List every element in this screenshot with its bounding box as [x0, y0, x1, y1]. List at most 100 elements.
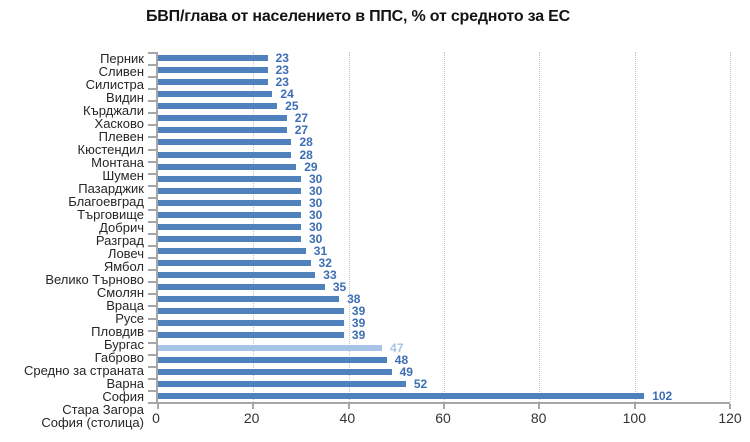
bar-row: 30 — [158, 209, 730, 221]
x-axis-tick — [443, 404, 445, 409]
y-axis-tick — [148, 245, 156, 248]
y-axis-tick — [148, 124, 156, 127]
y-axis-tick — [148, 220, 156, 223]
y-axis-tick — [148, 136, 156, 139]
bar-row: 28 — [158, 149, 730, 161]
y-axis-tick — [148, 88, 156, 91]
gridline — [348, 52, 350, 402]
bar-row: 47 — [158, 342, 730, 354]
value-label: 31 — [313, 244, 328, 259]
category-label: Разград — [95, 233, 144, 248]
bar-row: 31 — [158, 245, 730, 257]
bar — [158, 199, 301, 206]
y-axis-tick — [148, 148, 156, 151]
value-label: 39 — [351, 304, 366, 319]
bar-row: 23 — [158, 64, 730, 76]
chart-title: БВП/глава от населението в ППС, % от сре… — [146, 8, 570, 25]
y-axis-tick — [148, 64, 156, 67]
x-axis-ticks — [157, 52, 731, 409]
bar-row: 33 — [158, 269, 730, 281]
value-label: 39 — [351, 316, 366, 331]
bar-row: 24 — [158, 88, 730, 100]
y-axis-tick — [148, 389, 156, 392]
category-label: Пловдив — [91, 324, 144, 339]
value-label: 48 — [394, 352, 409, 367]
y-axis-tick — [148, 172, 156, 175]
bar — [158, 272, 316, 279]
bar — [158, 235, 301, 242]
y-axis-tick — [148, 353, 156, 356]
y-axis-tick — [148, 402, 156, 404]
bar — [158, 103, 278, 110]
y-axis-ticks — [148, 52, 730, 404]
category-label: Кърджали — [83, 103, 144, 118]
y-axis-tick — [148, 196, 156, 199]
bar-row: 30 — [158, 221, 730, 233]
x-axis-tick-label: 120 — [718, 410, 742, 426]
bar-row: 27 — [158, 112, 730, 124]
value-label: 23 — [275, 63, 289, 78]
bar — [158, 223, 301, 230]
value-label: 24 — [280, 87, 294, 102]
category-label: Силистра — [85, 77, 144, 92]
category-label: Хасково — [94, 116, 144, 131]
bar — [158, 91, 273, 98]
category-label: Плевен — [98, 129, 144, 144]
value-label: 23 — [275, 51, 289, 66]
y-axis-tick — [148, 76, 156, 79]
bar-row: 39 — [158, 329, 730, 341]
y-axis-tick — [148, 184, 156, 187]
bar — [158, 380, 406, 387]
value-label: 27 — [294, 123, 309, 138]
category-label: София (столица) — [41, 415, 144, 430]
y-axis-tick — [148, 257, 156, 260]
bar-row: 23 — [158, 52, 730, 64]
category-label: Стара Загора — [62, 402, 144, 417]
value-label: 27 — [294, 111, 309, 126]
category-label: Търговище — [77, 207, 144, 222]
category-label: Велико Търново — [45, 272, 144, 287]
y-axis-tick — [148, 365, 156, 368]
category-label: Сливен — [98, 64, 144, 79]
bar-row: 38 — [158, 293, 730, 305]
bars-column: 23 23 23 24 25 27 27 28 28 29 30 30 30 30 30 30 31 32 33 35… — [158, 52, 730, 402]
category-labels-column: Перник Сливен Силистра Видин Кърджали Хасково… — [0, 52, 148, 429]
x-axis-tick-label: 80 — [530, 410, 547, 426]
x-axis-tick-label: 20 — [243, 410, 260, 426]
bar — [158, 248, 306, 255]
bar-row: 49 — [158, 366, 730, 378]
y-axis-tick — [148, 112, 156, 115]
bar-row: 39 — [158, 317, 730, 329]
bar — [158, 211, 301, 218]
x-axis-tick — [538, 404, 541, 409]
bar — [158, 127, 287, 134]
bar — [158, 187, 301, 194]
value-label: 25 — [285, 99, 299, 114]
category-label: Габрово — [94, 350, 144, 365]
bar — [158, 332, 344, 339]
bar — [158, 368, 392, 375]
x-axis-tick — [252, 404, 255, 409]
value-label: 49 — [399, 364, 413, 379]
x-axis-tick-label: 60 — [435, 410, 451, 426]
bar — [158, 308, 344, 315]
bar-row: 102 — [158, 390, 730, 402]
value-label: 23 — [275, 75, 289, 90]
bar-row: 52 — [158, 378, 730, 390]
x-axis-tick — [633, 404, 636, 409]
value-label: 47 — [390, 340, 404, 355]
bar-row: 23 — [158, 76, 730, 88]
gridline — [634, 52, 636, 402]
bar-row: 29 — [158, 161, 730, 173]
bar — [158, 344, 383, 351]
category-label: Благоевград — [68, 194, 144, 209]
bar — [158, 175, 301, 182]
bar-row: 30 — [158, 197, 730, 209]
y-axis-tick — [148, 100, 156, 103]
value-label: 30 — [309, 207, 323, 222]
category-label: Ловеч — [107, 246, 144, 261]
y-axis-tick — [148, 329, 156, 332]
value-label: 39 — [351, 328, 366, 343]
bar — [158, 296, 340, 303]
